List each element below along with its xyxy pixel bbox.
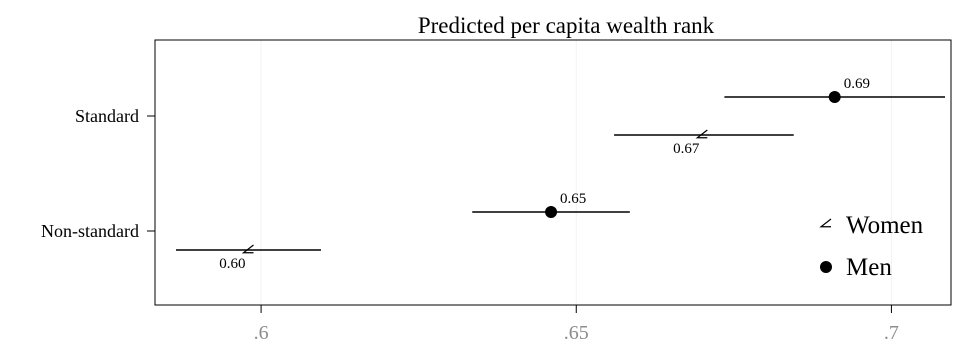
legend-men-marker	[820, 261, 832, 273]
data-label: 0.60	[219, 256, 245, 272]
chart-title: Predicted per capita wealth rank	[418, 13, 715, 38]
women-marker	[819, 218, 832, 228]
men-marker	[545, 206, 558, 218]
women-marker	[241, 244, 254, 254]
data-label: 0.67	[673, 141, 700, 157]
legend-label: Women	[846, 212, 924, 239]
data-label: 0.69	[844, 76, 870, 92]
plot-frame	[154, 39, 952, 306]
axes: .6 .65 .7 Standard Non-standard	[41, 106, 899, 344]
men-marker	[828, 91, 841, 103]
x-tick-label: .6	[254, 322, 269, 344]
y-tick-label: Standard	[75, 106, 139, 126]
grid	[260, 40, 892, 305]
x-tick-label: .7	[884, 322, 899, 344]
y-tick-label: Non-standard	[41, 221, 139, 241]
legend-label: Men	[846, 254, 892, 281]
women-marker	[695, 129, 708, 139]
data-label: 0.65	[560, 191, 586, 207]
legend: Women Men	[819, 212, 924, 281]
x-tick-label: .65	[564, 322, 589, 344]
chart-marks: 0.67 0.60 0.69 0.65	[176, 76, 945, 272]
